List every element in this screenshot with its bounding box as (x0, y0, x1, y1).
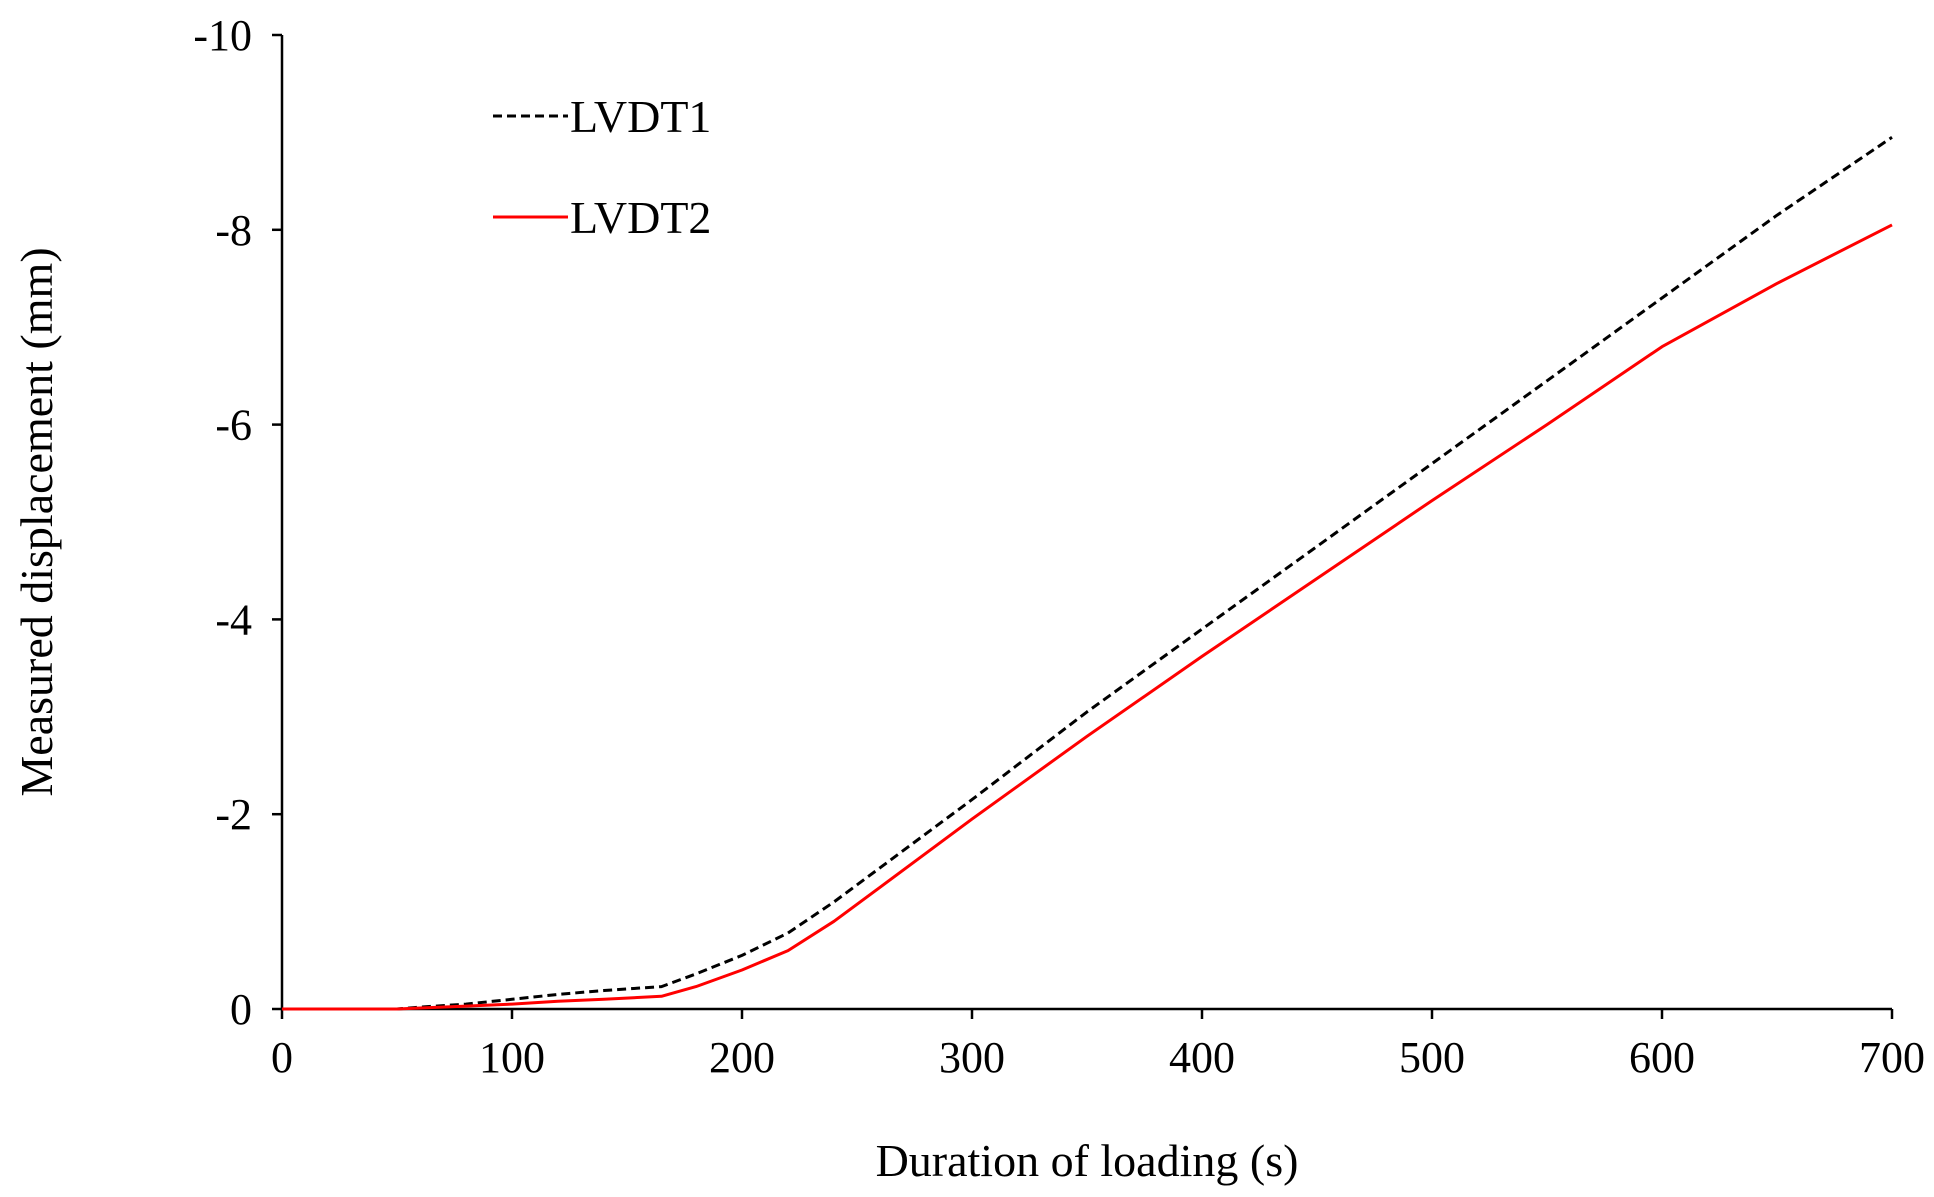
x-tick-label: 600 (1629, 1033, 1695, 1082)
y-tick-label: -10 (193, 11, 252, 60)
y-tick-label: -2 (215, 790, 252, 839)
x-ticks: 0 100 200 300 400 500 600 700 (271, 1009, 1925, 1082)
y-tick-label: -8 (215, 206, 252, 255)
series-line-lvdt1 (282, 136, 1893, 1011)
series-group (282, 136, 1893, 1011)
x-axis-title: Duration of loading (s) (876, 1135, 1299, 1186)
y-axis-title: Measured displacement (mm) (11, 247, 62, 796)
axes: 0 100 200 300 400 500 600 700 0 -2 -4 -6 -8 -10 (193, 11, 1925, 1082)
legend-label-lvdt2: LVDT2 (570, 192, 711, 243)
x-tick-label: 200 (709, 1033, 775, 1082)
y-tick-label: -4 (215, 595, 252, 644)
y-tick-label: 0 (230, 985, 252, 1034)
x-tick-label: 700 (1859, 1033, 1925, 1082)
y-tick-label: -6 (215, 401, 252, 450)
x-tick-label: 100 (479, 1033, 545, 1082)
legend: LVDT1 LVDT2 (493, 91, 711, 243)
legend-label-lvdt1: LVDT1 (570, 91, 711, 142)
x-tick-label: 500 (1399, 1033, 1465, 1082)
x-tick-label: 400 (1169, 1033, 1235, 1082)
y-ticks: 0 -2 -4 -6 -8 -10 (193, 11, 282, 1034)
x-tick-label: 0 (271, 1033, 293, 1082)
series-line-lvdt2 (282, 223, 1893, 1011)
x-tick-label: 300 (939, 1033, 1005, 1082)
